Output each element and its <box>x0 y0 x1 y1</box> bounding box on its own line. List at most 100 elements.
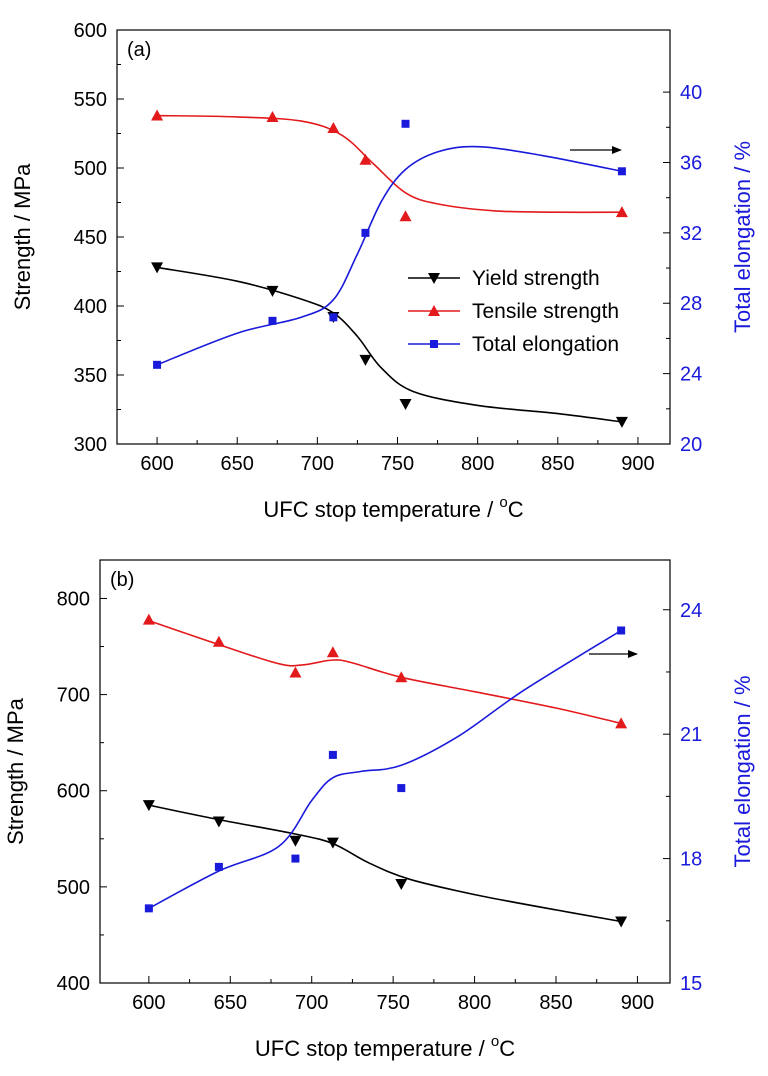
legend-label-yield-strength: Yield strength <box>472 267 600 290</box>
y-right-axis-title: Total elongation / % <box>730 141 755 333</box>
x-tick-label: 600 <box>132 992 165 1014</box>
y-right-tick-label: 20 <box>680 434 702 456</box>
legend: Yield strength Tensile strength Total elon… <box>408 267 619 356</box>
y-right-tick-label: 40 <box>680 82 702 104</box>
data-point-tensile-strength <box>327 121 340 133</box>
x-axis-title-prefix: UFC stop temperature / <box>263 497 499 522</box>
x-axis-title-unit: C <box>508 497 524 522</box>
x-tick-label: 650 <box>221 453 254 475</box>
data-point-total-elongation <box>617 626 626 635</box>
y-right-tick-label: 28 <box>680 293 702 315</box>
y-left-tick-label: 600 <box>57 781 90 803</box>
data-point-tensile-strength <box>615 206 628 218</box>
x-tick-label: 700 <box>301 453 334 475</box>
data-point-tensile-strength <box>266 110 279 122</box>
legend-label-total-elongation: Total elongation <box>472 333 619 356</box>
data-point-yield-strength <box>615 416 628 428</box>
x-tick-label: 750 <box>381 453 414 475</box>
series-curve-tensile-strength <box>157 114 622 214</box>
data-point-yield-strength <box>142 800 155 812</box>
data-point-total-elongation <box>361 228 370 237</box>
data-point-tensile-strength <box>395 671 408 683</box>
x-tick-label: 750 <box>376 992 409 1014</box>
panel-label: (b) <box>110 569 134 591</box>
data-point-total-elongation <box>329 313 338 322</box>
panel-b: 600 650 700 750 800 850 900 400 500 600 700 800 15 18… <box>3 559 755 1061</box>
x-axis-title-degree: o <box>491 1033 499 1050</box>
x-tick-label: 850 <box>539 992 572 1014</box>
data-point-total-elongation <box>268 316 277 325</box>
x-axis-title-prefix: UFC stop temperature / <box>255 1036 491 1061</box>
x-tick-label: 850 <box>541 453 574 475</box>
data-point-tensile-strength <box>289 666 302 678</box>
legend-label-tensile-strength: Tensile strength <box>472 300 619 323</box>
data-point-tensile-strength <box>359 153 372 165</box>
data-point-total-elongation <box>144 904 153 913</box>
y-left-tick-label: 600 <box>74 20 107 42</box>
data-point-tensile-strength <box>142 613 155 625</box>
y-left-tick-label: 350 <box>74 365 107 387</box>
data-point-total-elongation <box>291 854 300 863</box>
x-axis-title-degree: o <box>499 494 507 511</box>
y-left-tick-label: 450 <box>74 227 107 249</box>
y-right-tick-label: 24 <box>680 364 702 386</box>
y-right-tick-label: 18 <box>680 849 702 871</box>
plot-frame <box>99 559 671 984</box>
x-axis-title: UFC stop temperature / oC <box>263 494 523 522</box>
data-point-tensile-strength <box>212 635 225 647</box>
x-axis-title-unit: C <box>499 1036 515 1061</box>
data-point-yield-strength <box>399 398 412 410</box>
data-point-yield-strength <box>359 354 372 366</box>
y-left-tick-label: 500 <box>57 877 90 899</box>
y-right-tick-label: 15 <box>680 973 702 995</box>
data-point-total-elongation <box>153 360 162 369</box>
data-point-yield-strength <box>266 285 279 297</box>
x-tick-label: 800 <box>461 453 494 475</box>
legend-marker-total-elongation <box>430 340 438 348</box>
series-curve-total-elongation <box>148 629 622 910</box>
legend-marker-tensile-strength <box>428 305 440 316</box>
data-point-yield-strength <box>151 262 164 274</box>
y-left-tick-label: 400 <box>57 973 90 995</box>
data-point-total-elongation <box>328 750 337 759</box>
data-point-total-elongation <box>397 784 406 793</box>
series-curve-yield-strength <box>148 804 622 923</box>
y-left-tick-label: 300 <box>74 434 107 456</box>
data-point-yield-strength <box>289 835 302 847</box>
y-left-axis-title: Strength / MPa <box>3 697 28 845</box>
legend-marker-yield-strength <box>428 273 440 284</box>
y-right-tick-label: 21 <box>680 724 702 746</box>
y-left-tick-label: 400 <box>74 296 107 318</box>
data-point-yield-strength <box>395 878 408 890</box>
series-curve-yield-strength <box>156 266 623 423</box>
y-left-tick-label: 550 <box>74 89 107 111</box>
data-point-total-elongation <box>617 167 626 176</box>
data-point-total-elongation <box>401 119 410 128</box>
x-tick-label: 600 <box>140 453 173 475</box>
data-point-tensile-strength <box>151 109 164 121</box>
data-point-tensile-strength <box>326 646 339 658</box>
x-tick-label: 900 <box>621 992 654 1014</box>
y-right-tick-label: 36 <box>680 152 702 174</box>
plot-frame <box>116 29 671 445</box>
y-right-tick-label: 32 <box>680 223 702 245</box>
x-tick-label: 900 <box>621 453 654 475</box>
x-tick-label: 650 <box>214 992 247 1014</box>
y-left-tick-label: 700 <box>57 685 90 707</box>
x-tick-label: 800 <box>458 992 491 1014</box>
series-curve-tensile-strength <box>148 619 622 725</box>
data-point-tensile-strength <box>399 210 412 222</box>
y-left-tick-label: 500 <box>74 158 107 180</box>
y-right-tick-label: 24 <box>680 600 702 622</box>
data-point-yield-strength <box>212 816 225 828</box>
data-point-yield-strength <box>615 916 628 928</box>
panel-a: 600 650 700 750 800 850 900 300 350 400 450 500 550 6… <box>10 20 755 522</box>
data-point-tensile-strength <box>615 717 628 729</box>
arrow-head <box>628 650 638 658</box>
arrow-head <box>612 146 622 154</box>
panel-label: (a) <box>127 39 151 61</box>
data-point-total-elongation <box>214 862 223 871</box>
x-tick-label: 700 <box>295 992 328 1014</box>
y-left-tick-label: 800 <box>57 588 90 610</box>
